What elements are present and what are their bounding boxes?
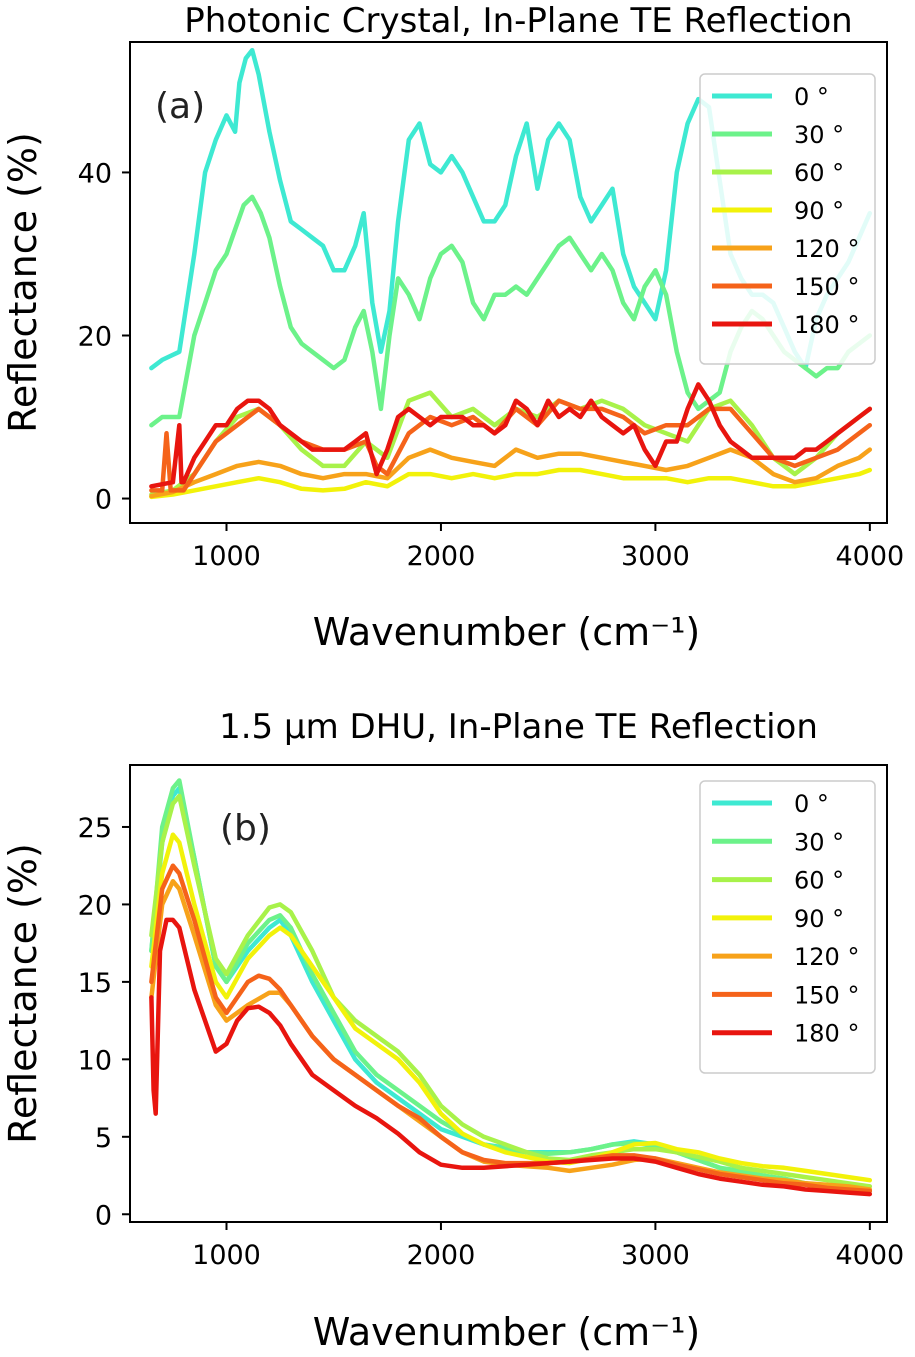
y-tick-label: 0 [95, 1200, 112, 1231]
legend-label-5: 150 ° [794, 981, 859, 1009]
legend-label-0: 0 ° [794, 790, 829, 818]
legend-label-2: 60 ° [794, 159, 844, 187]
series-line-5 [149, 863, 873, 1194]
legend-label-0: 0 ° [794, 83, 829, 111]
y-tick-label: 40 [78, 158, 112, 189]
legend-label-1: 30 ° [794, 828, 844, 856]
plot-frame [129, 41, 888, 524]
legend-label-4: 120 ° [794, 235, 859, 263]
series-line-4 [149, 447, 873, 499]
legend-label-3: 90 ° [794, 905, 844, 933]
legend: 0 ° 30 ° 60 ° 90 ° 120 ° 150 ° 180 ° [699, 780, 876, 1074]
x-tick-label: 2000 [407, 1240, 476, 1271]
legend-label-3: 90 ° [794, 197, 844, 225]
panel-label: (a) [155, 86, 205, 127]
legend-label-4: 120 ° [794, 943, 859, 971]
series-line-6 [149, 917, 873, 1197]
legend-box [699, 73, 876, 365]
y-tick-label: 20 [78, 321, 112, 352]
y-tick-label: 0 [95, 485, 112, 516]
legend-label-2: 60 ° [794, 867, 844, 895]
y-tick-label: 20 [78, 890, 112, 921]
x-axis-label: Wavenumber (cm⁻¹) [313, 1310, 701, 1354]
series-line-3 [149, 467, 873, 500]
legend-label-1: 30 ° [794, 121, 844, 149]
x-tick-label: 3000 [621, 1240, 690, 1271]
x-tick-label: 1000 [192, 1240, 261, 1271]
y-tick-label: 5 [95, 1123, 112, 1154]
legend-label-6: 180 ° [794, 311, 859, 339]
legend-label-6: 180 ° [794, 1020, 859, 1048]
chart-title: Photonic Crystal, In-Plane TE Reflection [184, 1, 852, 41]
legend-box [699, 780, 876, 1074]
chart-panel-1: 1.5 μm DHU, In-Plane TE Reflection 1000 20… [1, 707, 904, 1354]
y-tick-label: 25 [78, 813, 112, 844]
panel-label: (b) [220, 808, 271, 849]
series-line-2 [149, 793, 873, 1189]
y-tick-label: 10 [78, 1045, 112, 1076]
y-axis-label: Reflectance (%) [1, 132, 45, 433]
y-tick-label: 15 [78, 968, 112, 999]
legend-label-5: 150 ° [794, 273, 859, 301]
legend: 0 ° 30 ° 60 ° 90 ° 120 ° 150 ° 180 ° [699, 73, 876, 365]
series-line-5 [149, 398, 873, 493]
chart-title: 1.5 μm DHU, In-Plane TE Reflection [219, 707, 818, 747]
series-line-6 [149, 382, 873, 489]
x-tick-label: 4000 [835, 1240, 904, 1271]
x-tick-label: 1000 [192, 541, 261, 572]
series-line-3 [149, 832, 873, 1183]
y-axis-label: Reflectance (%) [1, 843, 45, 1144]
x-tick-label: 3000 [621, 541, 690, 572]
x-tick-label: 2000 [407, 541, 476, 572]
plot-frame [129, 764, 888, 1223]
x-tick-label: 4000 [835, 541, 904, 572]
x-axis-label: Wavenumber (cm⁻¹) [313, 610, 701, 654]
chart-panel-0: Photonic Crystal, In-Plane TE Reflection… [1, 1, 904, 654]
